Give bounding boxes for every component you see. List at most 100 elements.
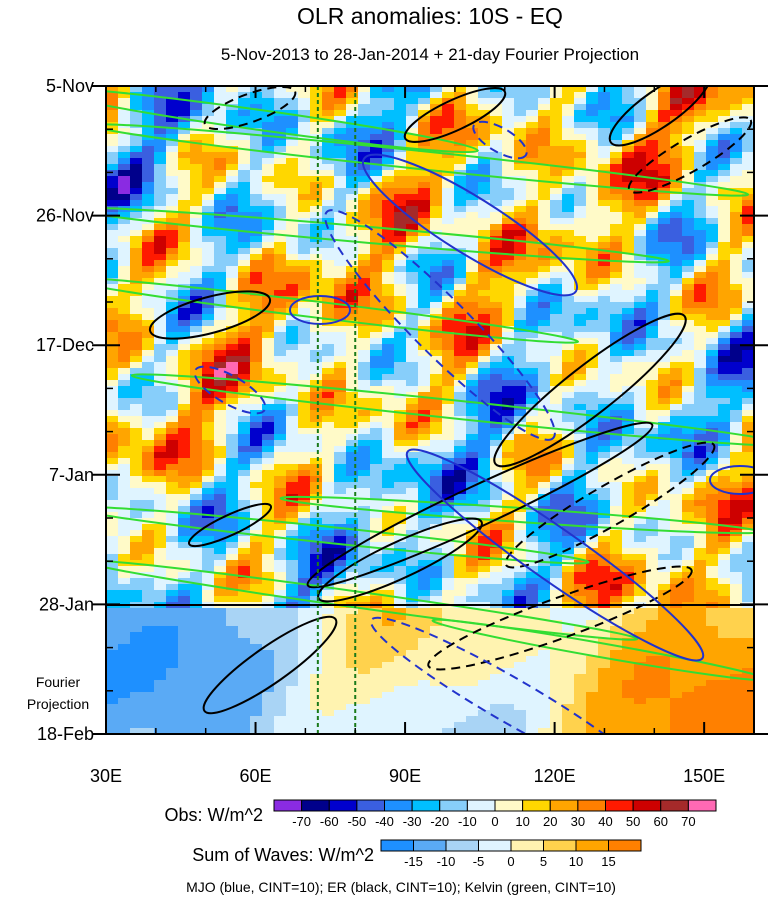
heatmap-cell: [526, 488, 539, 495]
heatmap-cell: [262, 290, 275, 297]
heatmap-cell: [394, 452, 407, 459]
heatmap-cell: [178, 230, 191, 237]
heatmap-cell: [310, 596, 323, 603]
heatmap-cell: [130, 350, 143, 357]
heatmap-cell: [562, 254, 575, 261]
heatmap-cell: [310, 200, 323, 207]
heatmap-cell: [346, 614, 359, 621]
heatmap-cell: [154, 362, 167, 369]
heatmap-cell: [706, 542, 719, 549]
heatmap-cell: [442, 620, 455, 627]
heatmap-cell: [226, 422, 239, 429]
heatmap-cell: [502, 296, 515, 303]
heatmap-cell: [682, 164, 695, 171]
heatmap-cell: [178, 428, 191, 435]
heatmap-cell: [742, 350, 754, 357]
heatmap-cell: [310, 128, 323, 135]
heatmap-cell: [538, 596, 551, 603]
heatmap-cell: [202, 434, 215, 441]
heatmap-cell: [346, 332, 359, 339]
heatmap-cell: [574, 236, 587, 243]
heatmap-cell: [262, 134, 275, 141]
heatmap-cell: [694, 314, 707, 321]
heatmap-cell: [118, 518, 131, 525]
heatmap-cell: [154, 500, 167, 507]
heatmap-cell: [178, 356, 191, 363]
heatmap-cell: [730, 536, 743, 543]
heatmap-cell: [274, 188, 287, 195]
heatmap-cell: [214, 440, 227, 447]
heatmap-cell: [262, 140, 275, 147]
heatmap-cell: [538, 308, 551, 315]
heatmap-cell: [538, 386, 551, 393]
heatmap-cell: [658, 326, 671, 333]
heatmap-cell: [742, 152, 754, 159]
heatmap-cell: [478, 116, 491, 123]
heatmap-cell: [406, 344, 419, 351]
heatmap-cell: [394, 140, 407, 147]
heatmap-cell: [694, 272, 707, 279]
heatmap-cell: [646, 236, 659, 243]
heatmap-cell: [526, 392, 539, 399]
heatmap-cell: [406, 266, 419, 273]
heatmap-cell: [430, 404, 443, 411]
heatmap-cell: [478, 374, 491, 381]
heatmap-cell: [706, 188, 719, 195]
heatmap-cell: [166, 356, 179, 363]
heatmap-cell: [418, 386, 431, 393]
heatmap-cell: [154, 128, 167, 135]
heatmap-cell: [166, 632, 179, 639]
heatmap-cell: [562, 116, 575, 123]
heatmap-cell: [490, 266, 503, 273]
heatmap-cell: [118, 182, 131, 189]
heatmap-cell: [226, 332, 239, 339]
heatmap-cell: [502, 470, 515, 477]
heatmap-cell: [418, 242, 431, 249]
heatmap-cell: [610, 410, 623, 417]
heatmap-cell: [310, 326, 323, 333]
heatmap-cell: [586, 260, 599, 267]
heatmap-cell: [598, 104, 611, 111]
heatmap-cell: [166, 470, 179, 477]
heatmap-cell: [574, 86, 587, 93]
heatmap-cell: [718, 314, 731, 321]
heatmap-cell: [418, 350, 431, 357]
heatmap-cell: [394, 572, 407, 579]
heatmap-cell: [322, 422, 335, 429]
heatmap-cell: [466, 392, 479, 399]
heatmap-cell: [130, 500, 143, 507]
heatmap-cell: [514, 596, 527, 603]
heatmap-cell: [322, 440, 335, 447]
heatmap-cell: [310, 260, 323, 267]
heatmap-cell: [238, 218, 251, 225]
heatmap-cell: [130, 140, 143, 147]
heatmap-cell: [478, 470, 491, 477]
heatmap-cell: [346, 122, 359, 129]
heatmap-cell: [454, 242, 467, 249]
heatmap-cell: [202, 290, 215, 297]
heatmap-cell: [514, 188, 527, 195]
heatmap-cell: [586, 422, 599, 429]
heatmap-cell: [334, 218, 347, 225]
heatmap-cell: [130, 512, 143, 519]
heatmap-cell: [658, 584, 671, 591]
heatmap-cell: [226, 362, 239, 369]
heatmap-cell: [130, 176, 143, 183]
heatmap-cell: [610, 608, 623, 615]
heatmap-cell: [226, 164, 239, 171]
heatmap-cell: [382, 218, 395, 225]
heatmap-cell: [130, 608, 143, 615]
heatmap-cell: [310, 452, 323, 459]
heatmap-cell: [682, 200, 695, 207]
heatmap-cell: [334, 626, 347, 633]
heatmap-cell: [226, 386, 239, 393]
heatmap-cell: [466, 500, 479, 507]
heatmap-cell: [214, 482, 227, 489]
heatmap-cell: [706, 464, 719, 471]
heatmap-cell: [658, 614, 671, 621]
heatmap-cell: [262, 176, 275, 183]
heatmap-cell: [262, 332, 275, 339]
heatmap-cell: [118, 536, 131, 543]
heatmap-cell: [382, 590, 395, 597]
heatmap-cell: [478, 314, 491, 321]
